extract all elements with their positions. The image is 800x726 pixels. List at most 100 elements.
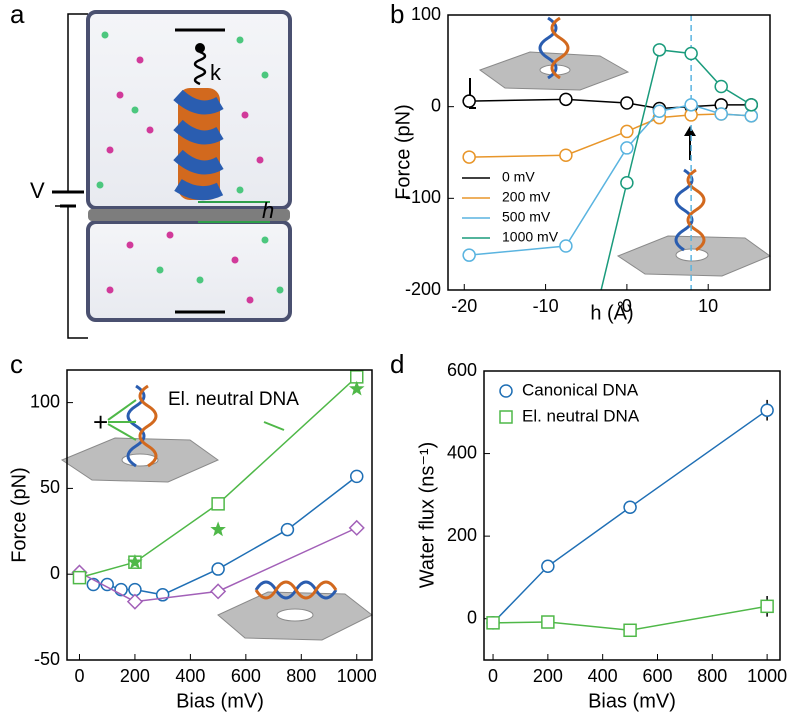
series-line [469,113,752,158]
x-axis-label: Bias (mV) [588,690,676,712]
marker [462,248,476,262]
marker [620,124,634,139]
y-tick-label: -200 [405,279,441,299]
marker [760,403,774,417]
marker [211,562,225,576]
illustration: a V k h [10,0,292,339]
y-tick-label: 50 [40,477,60,497]
y-tick-label: 200 [447,525,477,545]
x-tick-label: 200 [120,666,150,686]
marker [126,593,143,610]
x-tick-label: 1000 [747,666,787,686]
series-line [79,527,358,603]
y-axis-label: Water flux (ns⁻¹) [416,442,438,589]
marker [127,554,143,569]
y-tick-label: -100 [405,187,441,207]
marker [462,94,476,108]
voltage-label: V [30,178,45,203]
plot-frame [66,369,373,661]
marker [211,497,225,511]
y-axis-label: Force (pN) [392,104,414,200]
marker [560,431,572,443]
marker [72,570,87,585]
legend-label: 1000 mV [502,229,559,245]
inset-dna [107,16,706,600]
x-tick-label: 600 [231,666,261,686]
plot-area [462,15,759,443]
y-tick-label: 0 [50,563,60,583]
legend-label: 0 mV [502,169,535,185]
marker [623,623,637,638]
legend-label: 200 mV [502,189,551,205]
y-tick-label: 0 [467,607,477,627]
height-label: h [262,198,274,223]
x-axis-label: Bias (mV) [176,690,264,712]
series-line [492,409,768,624]
marker [652,104,667,118]
plot-frame [483,370,781,661]
x-tick-label: 0 [488,666,498,686]
legend-label: Canonical DNA [522,380,639,399]
annotation: El. neutral DNA [168,389,299,410]
marker [652,43,667,57]
marker [760,599,774,614]
marker [462,150,476,164]
plot-area [486,399,774,638]
x-tick-label: 200 [533,666,563,686]
spring-label: k [210,60,222,85]
marker [620,141,634,155]
y-tick-label: -50 [34,649,60,669]
x-tick-label: 600 [642,666,672,686]
x-axis-label: h (Å) [590,301,633,324]
marker [559,148,573,162]
x-tick-label: 1000 [337,666,377,686]
marker [714,79,728,94]
plot-frame [447,14,771,291]
marker [350,469,364,484]
panel-label: d [390,349,404,379]
annotation: + [93,407,108,437]
plot-area [71,370,365,610]
marker [559,92,573,107]
x-tick-label: 400 [175,666,205,686]
x-tick-label: 800 [286,666,316,686]
marker [714,107,728,121]
marker [744,98,759,112]
marker [541,559,555,574]
series-line [493,605,768,632]
x-tick-label: 0 [74,666,84,686]
marker [541,615,555,629]
marker [210,583,227,600]
marker [620,176,634,190]
marker [559,239,573,253]
marker [623,500,637,514]
marker [348,519,365,536]
series-line [469,98,752,110]
x-tick-label: 10 [698,296,718,316]
x-tick-label: -20 [451,296,477,316]
y-tick-label: 100 [411,4,441,24]
series-line [93,475,358,596]
inset [60,51,772,641]
marker [499,384,513,398]
marker [280,522,295,537]
y-tick-label: 0 [431,95,441,115]
y-tick-label: 100 [30,391,60,411]
x-tick-label: -10 [533,296,559,316]
marker [348,380,365,396]
marker [620,96,634,110]
panel-label: c [10,349,23,379]
marker [684,98,698,112]
marker [210,521,226,537]
panel-label: a [10,0,25,29]
x-tick-label: 400 [588,666,618,686]
marker [744,109,759,123]
x-tick-label: 0 [622,296,632,316]
marker [486,616,500,630]
panel-label: b [390,0,404,29]
legend-label: El. neutral DNA [522,406,640,425]
y-tick-label: 600 [447,360,477,380]
y-tick-label: 400 [447,442,477,462]
marker [499,410,513,424]
